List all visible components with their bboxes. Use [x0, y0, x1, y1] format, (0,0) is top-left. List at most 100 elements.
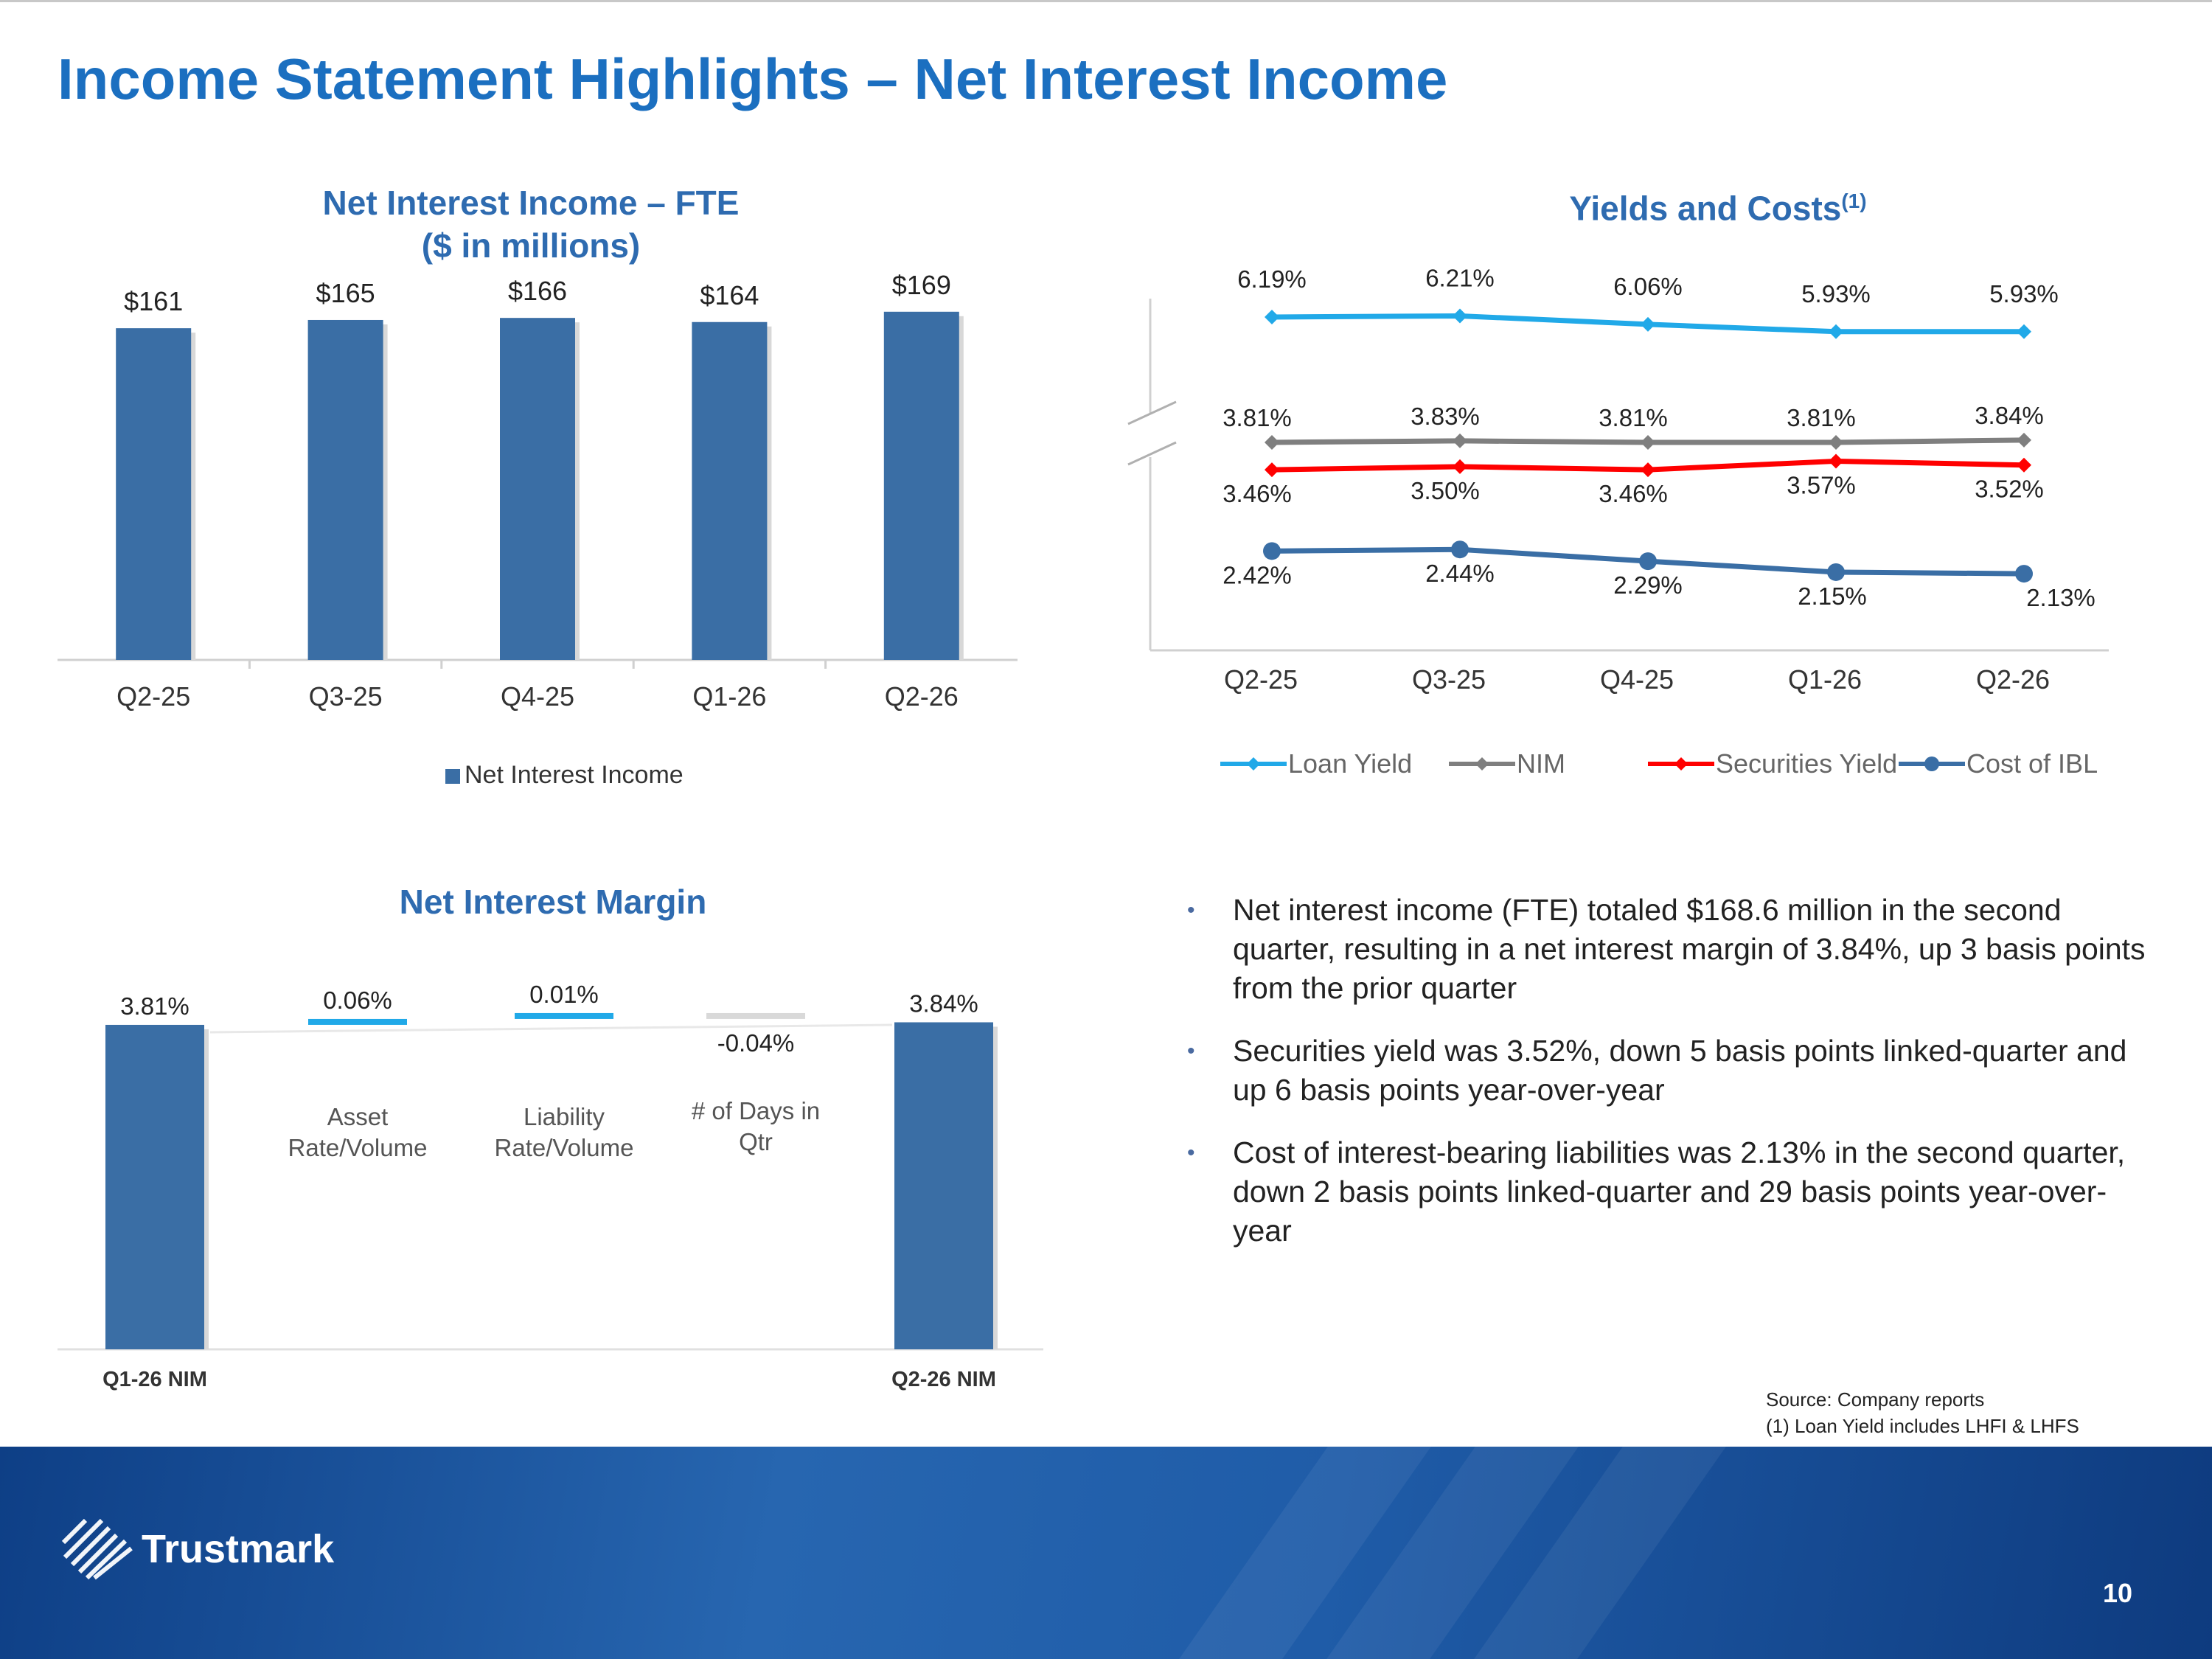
- page-number: 10: [2103, 1578, 2133, 1608]
- waterfall-data-label: 0.06%: [323, 987, 392, 1014]
- series-data-label: 6.19%: [1237, 265, 1307, 293]
- nii-x-tick-label: Q2-26: [885, 681, 959, 712]
- nii-data-label: $169: [892, 270, 951, 300]
- bullet-text: Cost of interest-bearing liabilities was…: [1233, 1135, 2126, 1248]
- series-point: [2015, 565, 2033, 583]
- source-note: Source: Company reports (1) Loan Yield i…: [1766, 1386, 2079, 1439]
- series-point: [1641, 435, 1655, 450]
- series-point: [1265, 310, 1279, 324]
- legend-label: Securities Yield: [1716, 748, 1897, 779]
- legend-marker: [1247, 757, 1260, 771]
- waterfall-data-label: 3.84%: [909, 990, 978, 1017]
- yields-x-tick-label: Q2-26: [1976, 664, 2050, 695]
- commentary-bullets: • Net interest income (FTE) totaled $168.…: [1187, 891, 2146, 1274]
- bullet-item: • Net interest income (FTE) totaled $168.…: [1187, 891, 2146, 1008]
- legend-label: Loan Yield: [1288, 748, 1412, 779]
- yields-chart-title: Yields and Costs(1): [1445, 180, 1991, 229]
- series-point: [1453, 459, 1467, 474]
- waterfall-category-label: Rate/Volume: [495, 1134, 634, 1161]
- series-data-label: 2.42%: [1222, 561, 1292, 588]
- nii-bar: [692, 321, 768, 660]
- nii-chart-title-line2: ($ in millions): [421, 226, 641, 265]
- legend-label: Cost of IBL: [1966, 748, 2098, 779]
- nii-data-label: $164: [700, 280, 759, 310]
- waterfall-data-label: 3.81%: [120, 992, 189, 1020]
- waterfall-total-bar: [894, 1022, 993, 1349]
- waterfall-x-label: Q1-26 NIM: [102, 1368, 207, 1391]
- series-point: [1641, 316, 1655, 332]
- bullet-item: • Securities yield was 3.52%, down 5 basi…: [1187, 1032, 2146, 1110]
- yields-x-tick-label: Q4-25: [1600, 664, 1674, 695]
- series-data-label: 3.46%: [1222, 480, 1292, 507]
- yields-x-tick-label: Q1-26: [1788, 664, 1862, 695]
- series-data-label: 3.83%: [1411, 403, 1480, 430]
- series-point: [2017, 324, 2031, 339]
- nii-x-tick-label: Q3-25: [309, 681, 383, 712]
- yields-x-tick-label: Q2-25: [1224, 664, 1298, 695]
- series-data-label: 6.06%: [1613, 273, 1683, 300]
- nim-chart-title: Net Interest Margin: [399, 883, 707, 921]
- series-point: [1641, 462, 1655, 478]
- series-data-label: 5.93%: [1801, 280, 1871, 307]
- series-point: [1827, 563, 1845, 581]
- waterfall-x-label: Q2-26 NIM: [891, 1368, 996, 1391]
- bullet-text: Securities yield was 3.52%, down 5 basis…: [1233, 1034, 2127, 1107]
- waterfall-category-label: # of Days in: [692, 1097, 820, 1124]
- trustmark-logo-icon: [61, 1518, 133, 1580]
- bullet-dot: •: [1187, 898, 1195, 922]
- nii-bar: [500, 318, 575, 660]
- waterfall-connector: [209, 1023, 893, 1034]
- nii-chart-title-line1: Net Interest Income – FTE: [322, 184, 740, 222]
- nii-bar: [116, 328, 192, 660]
- series-data-label: 3.81%: [1222, 404, 1292, 431]
- series-point: [1453, 308, 1467, 324]
- series-data-label: 3.84%: [1975, 402, 2044, 429]
- top-border: [0, 0, 2212, 2]
- series-data-label: 2.29%: [1613, 571, 1683, 599]
- series-data-label: 2.44%: [1425, 560, 1495, 587]
- waterfall-data-label: -0.04%: [717, 1029, 795, 1057]
- series-point: [1829, 435, 1843, 450]
- bullet-dot: •: [1187, 1141, 1195, 1165]
- yields-chart-title-footnote: (1): [1841, 189, 1867, 212]
- legend-label: Net Interest Income: [465, 761, 684, 789]
- footnote-line: (1) Loan Yield includes LHFI & LHFS: [1766, 1415, 2079, 1437]
- series-data-label: 3.57%: [1787, 471, 1856, 498]
- legend-marker: [1924, 757, 1939, 771]
- source-line: Source: Company reports: [1766, 1388, 1985, 1411]
- legend-marker: [1674, 757, 1688, 771]
- series-point: [1451, 540, 1469, 559]
- yields-x-tick-label: Q3-25: [1412, 664, 1486, 695]
- series-point: [2017, 432, 2031, 448]
- yields-chart-title-text: Yields and Costs: [1569, 189, 1842, 228]
- waterfall-delta-bar: [515, 1012, 613, 1019]
- waterfall-category-label: Asset: [327, 1103, 389, 1130]
- series-point: [1265, 435, 1279, 450]
- nii-x-tick-label: Q1-26: [692, 681, 766, 712]
- legend-marker: [1475, 757, 1489, 771]
- waterfall-category-label: Liability: [524, 1103, 605, 1130]
- footer-banner: [0, 1447, 2212, 1659]
- waterfall-delta-bar: [706, 1012, 805, 1019]
- waterfall-category-label: Rate/Volume: [288, 1134, 428, 1161]
- logo-text: Trustmark: [142, 1527, 335, 1571]
- series-point: [1453, 433, 1467, 448]
- series-data-label: 3.46%: [1599, 480, 1668, 507]
- page-title: Income Statement Highlights – Net Intere…: [58, 46, 1448, 111]
- bullet-text: Net interest income (FTE) totaled $168.6…: [1233, 893, 2146, 1005]
- series-data-label: 3.50%: [1411, 477, 1480, 504]
- bullet-item: • Cost of interest-bearing liabilities wa…: [1187, 1133, 2146, 1251]
- nii-data-label: $165: [316, 278, 375, 308]
- waterfall-total-bar: [105, 1024, 204, 1349]
- series-data-label: 6.21%: [1425, 264, 1495, 291]
- series-data-label: 2.15%: [1798, 582, 1867, 610]
- waterfall-data-label: 0.01%: [529, 981, 599, 1008]
- series-point: [1829, 453, 1843, 469]
- nii-x-tick-label: Q2-25: [116, 681, 190, 712]
- bullet-dot: •: [1187, 1039, 1195, 1063]
- nii-chart-title: Net Interest Income – FTE ($ in millions…: [229, 181, 833, 267]
- series-point: [1829, 324, 1843, 339]
- nii-bar: [307, 319, 383, 660]
